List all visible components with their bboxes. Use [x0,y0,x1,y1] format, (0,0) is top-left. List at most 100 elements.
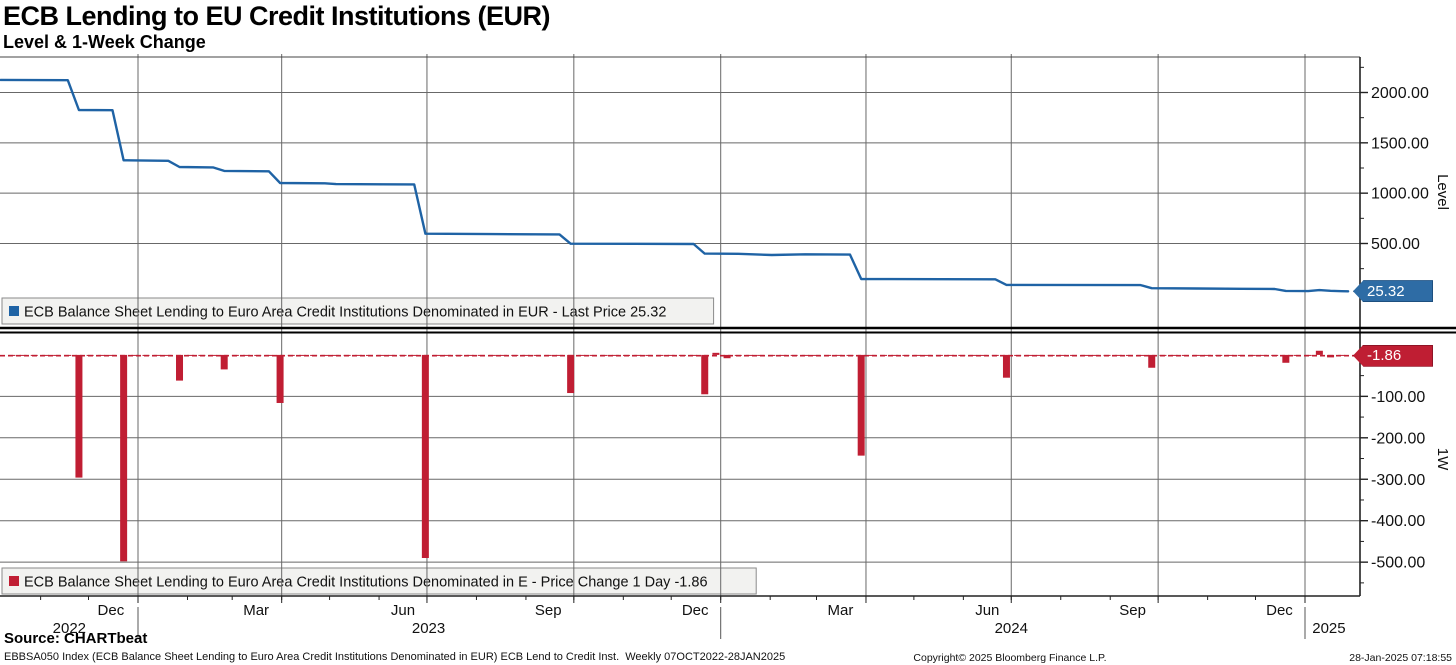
weekly-change-bar [142,354,150,356]
weekly-change-bar [1092,354,1100,356]
svg-text:ECB Balance Sheet Lending to E: ECB Balance Sheet Lending to Euro Area C… [24,575,708,591]
last-change-tag[interactable]: -1.86 [1353,344,1433,367]
x-axis-month-label: Dec [682,602,709,619]
weekly-change-bar [678,354,686,356]
weekly-change-bar [812,354,820,356]
weekly-change-bar [287,354,295,356]
weekly-change-bar [410,354,418,356]
weekly-change-bar [656,354,664,356]
weekly-change-bar [466,354,474,356]
x-axis-month-label: Sep [535,602,562,619]
weekly-change-bar [1070,354,1078,356]
weekly-change-bar [578,354,586,356]
last-price-tag[interactable]: 25.32 [1353,280,1433,303]
weekly-change-bar [1192,354,1200,356]
weekly-change-bar [734,354,742,356]
weekly-change-bar [1327,354,1335,358]
weekly-change-bar [444,354,452,356]
x-axis-year-label: 2023 [412,620,445,637]
weekly-change-bar [1159,354,1167,356]
svg-text:-300.00: -300.00 [1371,472,1425,489]
legend-level[interactable]: ECB Balance Sheet Lending to Euro Area C… [1,297,715,325]
weekly-change-bar [790,354,798,356]
weekly-change-bar [868,354,876,356]
weekly-change-bar [522,354,530,356]
weekly-change-bar [969,354,977,356]
x-axis-year-label: 2022 [53,620,86,637]
weekly-change-bar [924,354,932,356]
weekly-change-bar [600,354,608,356]
svg-text:500.00: 500.00 [1371,236,1420,253]
weekly-change-bar [690,354,698,356]
svg-text:2000.00: 2000.00 [1371,85,1429,102]
weekly-change-bar [8,354,16,356]
chart-canvas[interactable]: ECB Balance Sheet Lending to Euro Area C… [0,0,1456,648]
weekly-change-bar [1081,354,1089,356]
weekly-change-bar [846,354,854,356]
weekly-change-bar [254,354,262,356]
weekly-change-bar [634,354,642,356]
weekly-change-bar [555,354,563,356]
weekly-change-bar [1259,354,1267,356]
weekly-change-bar [1181,354,1189,356]
weekly-change-bar [1025,354,1033,356]
weekly-change-bar [1148,354,1156,368]
weekly-change-bar [1002,354,1010,378]
x-axis-month-label: Dec [1266,602,1293,619]
weekly-change-bar [231,354,239,356]
weekly-change-bar [1237,354,1245,356]
weekly-change-bar [1170,354,1178,356]
x-axis-year-label: 2025 [1312,620,1345,637]
weekly-change-bar [1014,354,1022,356]
weekly-change-bar [991,354,999,356]
weekly-change-bar [567,354,575,394]
weekly-change-bar [533,354,541,356]
weekly-change-bar [1248,354,1256,356]
x-axis-month-label: Dec [98,602,125,619]
weekly-change-bar [723,354,731,359]
svg-text:1000.00: 1000.00 [1371,186,1429,203]
weekly-change-bar [1114,354,1122,356]
level-line-series [0,78,1350,293]
x-axis-month-label: Mar [828,602,854,619]
weekly-change-bar [53,354,61,356]
weekly-change-bar [1204,354,1212,356]
svg-text:1500.00: 1500.00 [1371,135,1429,152]
legend-change[interactable]: ECB Balance Sheet Lending to Euro Area C… [1,567,757,595]
page-subtitle: Level & 1-Week Change [3,32,206,52]
x-axis-month-label: Jun [391,602,415,619]
weekly-change-bar [265,354,273,356]
weekly-change-bar [1271,354,1279,356]
weekly-change-bar [388,354,396,356]
weekly-change-bar [589,354,597,356]
weekly-change-bar [64,354,72,356]
weekly-change-bar [980,354,988,356]
weekly-change-bar [86,354,94,356]
weekly-change-bar [176,354,184,381]
weekly-change-bar [75,354,83,478]
weekly-change-bar [1103,354,1111,356]
weekly-change-bar [611,354,619,356]
legend-marker [9,576,19,586]
change-axis-label: 1W [1434,447,1451,471]
weekly-change-bar [935,354,943,356]
weekly-change-bar [399,354,407,356]
weekly-change-bar [97,354,105,356]
weekly-change-bar [745,354,753,356]
level-axis-label: Level [1434,174,1451,210]
weekly-change-bar [544,354,552,356]
weekly-change-bar [209,354,217,356]
x-axis-month-label: Sep [1119,602,1146,619]
legend-marker [9,306,19,316]
weekly-change-bar [421,354,429,559]
weekly-change-bar [131,354,139,356]
weekly-change-bar [30,354,38,356]
weekly-change-bar [164,354,172,356]
weekly-change-bar [477,354,485,356]
weekly-change-bar [645,354,653,356]
weekly-change-bar [321,354,329,356]
weekly-change-bar [1226,354,1234,356]
weekly-change-bar [1125,354,1133,356]
weekly-change-bar [500,354,508,356]
